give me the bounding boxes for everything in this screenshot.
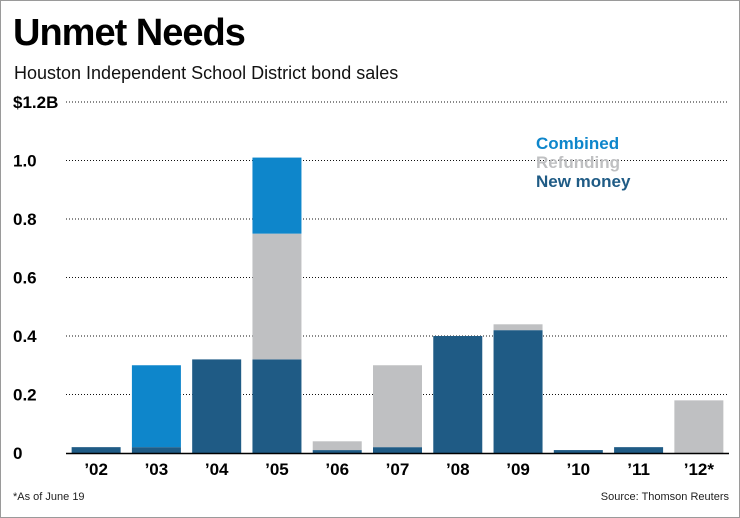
x-tick-label-06: ’06 (325, 460, 349, 479)
y-tick-label-0-6: 0.6 (13, 269, 37, 288)
chart-subtitle: Houston Independent School District bond… (14, 63, 399, 83)
x-tick-label-10: ’10 (566, 460, 590, 479)
bar-new-money-03 (131, 447, 181, 453)
source-credit: Source: Thomson Reuters (600, 491, 729, 503)
x-tick-label-03: ’03 (145, 460, 169, 479)
legend-refunding: Refunding (536, 153, 620, 172)
x-tick-label-04: ’04 (205, 460, 229, 479)
x-tick-label-08: ’08 (446, 460, 470, 479)
bar-new-money-11 (614, 447, 664, 453)
bar-combined-05 (252, 157, 302, 234)
bar-new-money-07 (373, 447, 422, 453)
y-tick-label-0: 0 (13, 444, 22, 463)
bar-refunding-07 (373, 365, 422, 448)
y-tick-label-0-4: 0.4 (13, 327, 37, 346)
bar-new-money-09 (493, 330, 543, 453)
y-tick-label-1-2b: $1.2B (13, 93, 58, 112)
bar-new-money-08 (433, 336, 483, 453)
bar-new-money-06 (312, 450, 362, 453)
x-tick-label-05: ’05 (265, 460, 289, 479)
chart-title: Unmet Needs (13, 12, 246, 54)
y-tick-label-0-2: 0.2 (13, 386, 37, 405)
y-tick-label-0-8: 0.8 (13, 210, 37, 229)
bar-refunding-06 (312, 441, 362, 451)
footnote: *As of June 19 (13, 491, 85, 503)
bar-new-money-02 (71, 447, 121, 453)
x-tick-label-07: ’07 (386, 460, 410, 479)
bar-refunding-12 (674, 400, 724, 453)
bar-combined-03 (131, 365, 181, 448)
x-tick-label-02: ’02 (84, 460, 108, 479)
bar-new-money-04 (192, 359, 242, 453)
legend-new-money: New money (536, 172, 631, 191)
bar-new-money-05 (252, 359, 302, 453)
x-tick-label-09: ’09 (506, 460, 530, 479)
x-tick-label-12: ’12* (684, 460, 715, 479)
x-tick-label-11: ’11 (627, 460, 650, 479)
legend-combined: Combined (536, 134, 619, 153)
bar-refunding-09 (493, 324, 543, 331)
bar-new-money-10 (553, 450, 603, 453)
y-tick-label-1-0: 1.0 (13, 152, 37, 171)
bar-refunding-05 (252, 233, 302, 360)
bar-chart: 0 0.2 0.4 0.6 0.8 1.0 $1.2B ’02 ’03 ’04 ’05 ’06 ’07 ’… (13, 93, 729, 479)
